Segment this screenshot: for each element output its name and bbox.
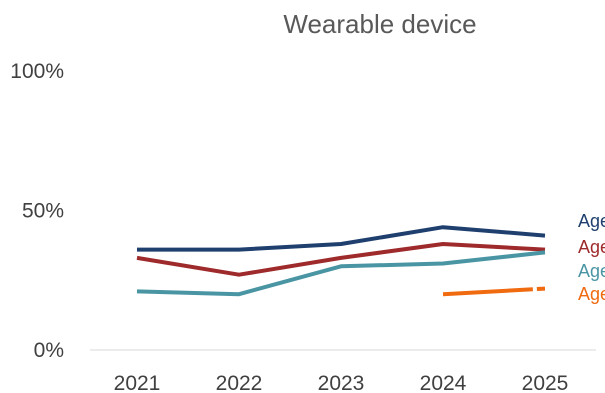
x-axis: 2021 2022 2023 2024 2025	[114, 372, 569, 393]
series-group	[136, 225, 546, 297]
chart-title: Wearable device	[283, 9, 476, 39]
y-tick-label: 100%	[10, 60, 64, 83]
y-tick-label: 0%	[34, 339, 64, 362]
series-label: Age	[578, 284, 605, 304]
series-labels: Age Age Age Age	[578, 211, 605, 304]
series-label: Age	[578, 211, 605, 231]
x-tick-label: 2022	[216, 372, 263, 393]
series-label: Age	[578, 237, 605, 257]
y-axis: 0% 50% 100%	[10, 60, 64, 362]
x-tick-label: 2021	[114, 372, 161, 393]
series-label: Age	[578, 261, 605, 281]
x-tick-label: 2023	[318, 372, 365, 393]
x-tick-label: 2024	[420, 372, 467, 393]
series-line	[442, 286, 546, 297]
x-tick-label: 2025	[522, 372, 569, 393]
y-tick-label: 50%	[22, 200, 64, 223]
